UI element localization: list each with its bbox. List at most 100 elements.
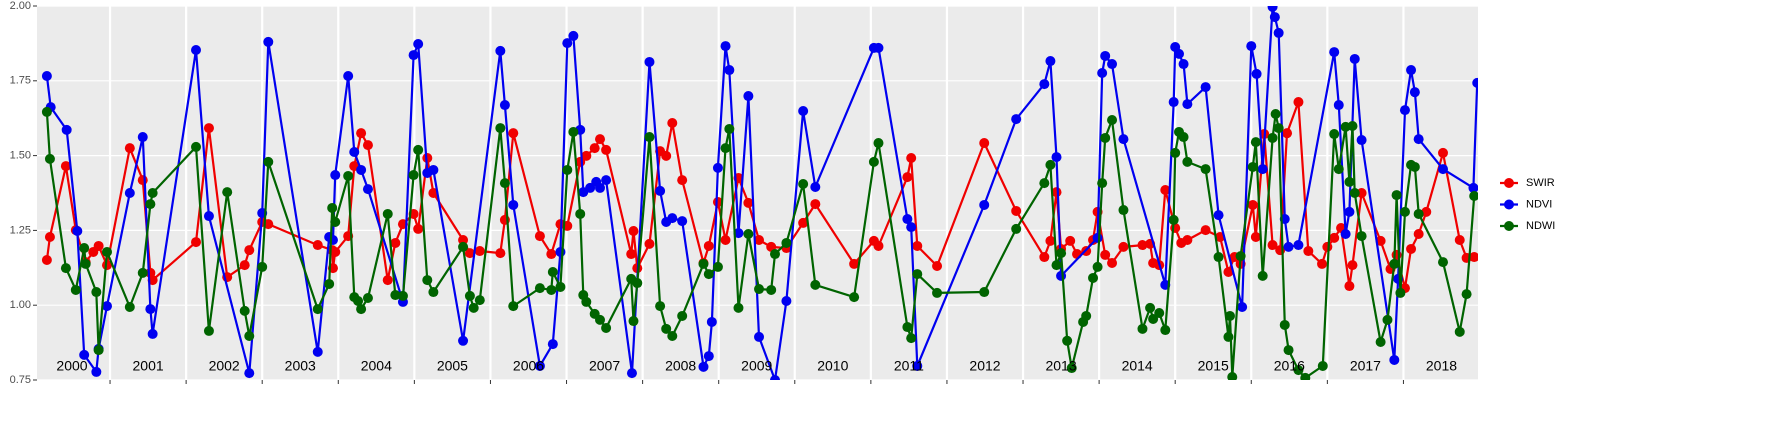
year-label: 2001	[133, 358, 164, 374]
data-point	[458, 241, 469, 252]
data-point	[458, 335, 469, 346]
data-point	[932, 261, 943, 272]
data-point	[667, 213, 678, 224]
data-point	[677, 216, 688, 227]
y-tick-label: 1.50	[10, 150, 31, 162]
data-point	[1399, 206, 1410, 217]
data-point	[562, 164, 573, 175]
data-point	[581, 296, 592, 307]
data-point	[810, 279, 821, 290]
data-point	[330, 170, 341, 181]
data-point	[124, 301, 135, 312]
data-point	[1170, 147, 1181, 158]
data-point	[628, 316, 639, 327]
data-point	[41, 106, 52, 117]
year-label: 2010	[817, 358, 848, 374]
data-point	[766, 284, 777, 295]
data-point	[1469, 190, 1478, 201]
data-point	[244, 245, 255, 256]
data-point	[1137, 240, 1148, 251]
data-point	[769, 249, 780, 260]
data-point	[1347, 120, 1358, 131]
data-point	[147, 188, 158, 198]
year-label: 2015	[1198, 358, 1229, 374]
data-point	[1065, 235, 1076, 246]
data-point	[390, 237, 401, 248]
data-point	[1072, 249, 1083, 260]
data-point	[703, 240, 714, 251]
data-point	[397, 290, 408, 301]
data-point	[1062, 335, 1073, 346]
data-point	[1329, 47, 1340, 58]
data-point	[1247, 161, 1258, 172]
data-point	[495, 45, 506, 56]
data-point	[101, 260, 112, 271]
data-point	[798, 106, 809, 117]
data-point	[327, 202, 338, 213]
y-tick-label: 1.25	[10, 224, 31, 236]
data-point	[1421, 206, 1432, 217]
data-point	[101, 301, 112, 312]
data-point	[312, 304, 323, 315]
data-point	[239, 260, 250, 271]
data-point	[1409, 87, 1420, 98]
data-point	[1213, 210, 1224, 221]
data-point	[1250, 231, 1261, 242]
data-point	[1469, 252, 1478, 263]
data-point	[1438, 257, 1449, 268]
data-point	[145, 304, 156, 315]
data-point	[720, 234, 731, 245]
data-point	[581, 150, 592, 161]
data-point	[1011, 114, 1022, 125]
data-point	[754, 284, 765, 295]
data-point	[906, 222, 917, 233]
data-point	[1293, 97, 1304, 108]
data-point	[667, 117, 678, 128]
data-point	[495, 123, 506, 134]
year-label: 2005	[437, 358, 468, 374]
data-point	[1438, 147, 1449, 158]
data-point	[1347, 260, 1358, 271]
data-point	[147, 328, 158, 339]
data-point	[191, 237, 202, 248]
data-point	[849, 292, 860, 303]
data-point	[1257, 270, 1268, 281]
data-point	[343, 71, 354, 82]
data-point	[362, 293, 373, 304]
data-point	[222, 187, 233, 198]
data-point	[458, 234, 469, 245]
data-point	[499, 178, 510, 189]
data-point	[1045, 56, 1056, 67]
data-point	[91, 287, 102, 298]
data-point	[1100, 132, 1111, 143]
data-point	[661, 150, 672, 161]
data-point	[499, 100, 510, 111]
data-point	[1235, 251, 1246, 262]
data-point	[61, 124, 72, 135]
data-point	[1395, 287, 1406, 298]
data-point	[353, 296, 364, 307]
data-point	[356, 128, 367, 139]
data-point	[382, 275, 393, 286]
data-point	[70, 284, 81, 295]
data-point	[1329, 232, 1340, 243]
data-point	[41, 255, 52, 266]
data-point	[72, 225, 83, 236]
data-point	[1356, 231, 1367, 242]
data-point	[327, 234, 338, 245]
data-point	[912, 240, 923, 251]
data-point	[667, 331, 678, 342]
data-point	[1461, 289, 1472, 300]
data-point	[91, 366, 102, 377]
year-label: 2004	[361, 358, 392, 374]
data-point	[1382, 314, 1393, 325]
legend-marker	[1504, 178, 1514, 188]
data-point	[1283, 241, 1294, 252]
data-point	[1333, 100, 1344, 111]
data-point	[1468, 182, 1478, 193]
year-label: 2008	[665, 358, 696, 374]
data-point	[720, 143, 731, 154]
data-point	[644, 56, 655, 67]
data-point	[330, 246, 341, 257]
